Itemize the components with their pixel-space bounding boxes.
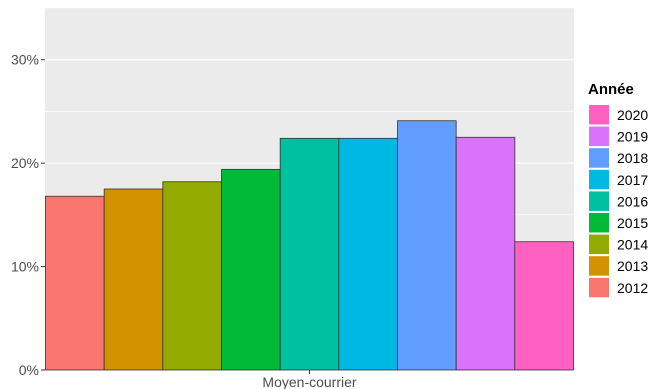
x-axis: Moyen-courrier (262, 370, 357, 389)
y-tick-label: 30% (11, 52, 39, 68)
legend-key-2017 (589, 169, 609, 190)
legend-item-2017: 2017 (589, 169, 648, 190)
bar-2014 (162, 181, 222, 371)
legend-label-2014: 2014 (617, 237, 648, 253)
y-axis: 0% 10% 20% 30% (11, 52, 45, 378)
bar-2013 (103, 188, 164, 371)
legend-label-2013: 2013 (617, 258, 648, 274)
bar-2017 (338, 137, 398, 371)
legend-item-2013: 2013 (589, 256, 648, 276)
legend-item-2015: 2015 (589, 213, 648, 233)
legend-key-2013 (589, 256, 609, 276)
legend-item-2016: 2016 (589, 191, 648, 211)
legend-label-2017: 2017 (617, 172, 648, 188)
x-tick-label: Moyen-courrier (262, 374, 356, 389)
bar-2018 (397, 120, 457, 371)
legend: Année 2020 2019 2018 2017 2016 2015 2014 2013 201… (588, 81, 648, 298)
legend-item-2012: 2012 (589, 277, 648, 298)
legend-key-2019 (589, 126, 609, 147)
legend-label-2016: 2016 (617, 193, 648, 209)
legend-label-2012: 2012 (617, 280, 648, 296)
bar-2015 (221, 168, 281, 371)
legend-item-2014: 2014 (589, 234, 648, 255)
bars (45, 120, 574, 371)
bar-2020 (514, 241, 574, 371)
y-tick-label: 20% (11, 155, 39, 171)
y-tick-label: 0% (19, 362, 39, 378)
legend-key-2012 (589, 277, 609, 298)
y-tick-label: 10% (11, 259, 39, 275)
legend-item-2020: 2020 (589, 105, 648, 125)
legend-label-2020: 2020 (617, 107, 648, 123)
bar-2019 (455, 136, 516, 371)
legend-item-2019: 2019 (589, 126, 648, 147)
legend-label-2018: 2018 (617, 150, 648, 166)
legend-key-2016 (589, 191, 609, 211)
bar-2016 (279, 137, 340, 371)
bar-2012 (45, 195, 105, 371)
legend-key-2014 (589, 234, 609, 255)
legend-key-2018 (589, 148, 609, 168)
legend-label-2015: 2015 (617, 215, 648, 231)
legend-item-2018: 2018 (589, 148, 648, 168)
legend-key-2020 (589, 105, 609, 125)
legend-label-2019: 2019 (617, 129, 648, 145)
legend-key-2015 (589, 213, 609, 233)
legend-title: Année (588, 81, 634, 98)
